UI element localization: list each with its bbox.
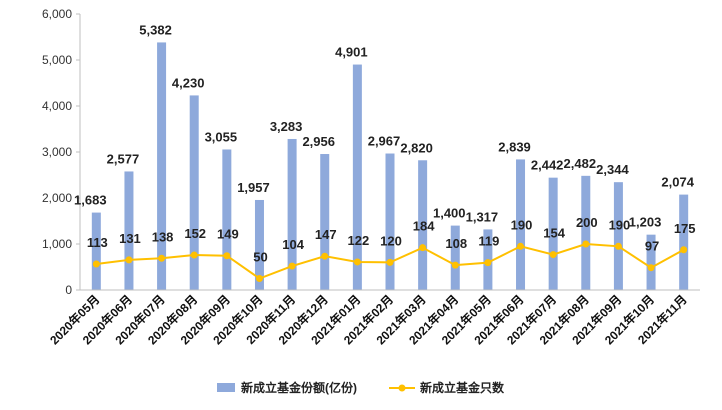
line-data-label: 154: [543, 226, 565, 241]
bar-data-labels: 1,683 2,577 5,382 4,230 3,055 1,957 3,2832,956…: [74, 22, 695, 229]
line-point: [614, 242, 622, 250]
line-data-label: 152: [184, 226, 206, 241]
bar: [581, 175, 591, 290]
bar-data-label: 4,901: [335, 45, 368, 60]
line-point: [223, 252, 231, 260]
line-data-label: 190: [511, 217, 533, 232]
line-data-label: 190: [609, 217, 631, 232]
line-point: [582, 240, 590, 248]
y-tick-label: 4,000: [42, 99, 72, 113]
bar: [418, 160, 428, 290]
bar-data-label: 2,820: [400, 140, 433, 155]
legend: 新成立基金份额(亿份) 新成立基金只数: [217, 380, 505, 395]
bar-data-label: 2,442: [531, 158, 564, 173]
line-data-label: 50: [253, 250, 267, 265]
line-point: [386, 258, 394, 266]
line-data-label: 113: [87, 235, 108, 250]
y-tick-label: 3,000: [42, 145, 72, 159]
line-data-label: 104: [282, 237, 304, 252]
line-data-label: 184: [413, 219, 435, 234]
line-data-label: 97: [645, 239, 659, 254]
bar: [450, 225, 460, 290]
bar: [287, 138, 297, 290]
bar-data-label: 2,344: [596, 162, 629, 177]
legend-bar-swatch: [217, 383, 235, 392]
bar-data-label: 1,400: [433, 206, 466, 221]
bar: [189, 95, 199, 290]
line-point: [484, 259, 492, 267]
bar-data-label: 1,203: [629, 215, 662, 230]
bar: [254, 199, 264, 290]
line-data-label: 147: [315, 227, 337, 242]
line-point: [92, 260, 100, 268]
bar: [91, 212, 101, 290]
line-point: [647, 264, 655, 272]
line-point: [353, 258, 361, 266]
line-data-labels: 113 131 138 152 149 50 104 147 122 120 184 108 119 19…: [87, 215, 696, 265]
bar-data-label: 2,839: [498, 139, 531, 154]
line-data-label: 175: [674, 221, 696, 236]
line-point: [125, 256, 133, 264]
bar: [613, 182, 623, 290]
bar: [548, 177, 558, 290]
bar: [222, 149, 232, 290]
line-data-label: 119: [478, 234, 499, 249]
line-data-label: 149: [217, 227, 239, 242]
bar: [516, 159, 526, 290]
line-data-label: 108: [445, 236, 467, 251]
bar-data-label: 3,055: [205, 129, 238, 144]
line-point: [190, 251, 198, 259]
bar: [385, 153, 395, 290]
line-point: [321, 252, 329, 260]
line-data-label: 120: [380, 233, 402, 248]
bar: [320, 154, 330, 290]
bar-data-label: 1,317: [466, 209, 499, 224]
y-tick-label: 1,000: [42, 237, 72, 251]
bar-data-label: 2,482: [564, 156, 597, 171]
bar-series: [91, 42, 689, 290]
bar-data-label: 2,956: [302, 134, 335, 149]
bar-data-label: 2,577: [107, 151, 140, 166]
line-point: [288, 262, 296, 270]
line-point: [255, 275, 263, 282]
bar-data-label: 2,967: [368, 134, 401, 149]
line-point: [158, 254, 166, 262]
line-data-label: 122: [348, 233, 370, 248]
y-tick-label: 2,000: [42, 191, 72, 205]
bar-data-label: 1,683: [74, 193, 107, 208]
bar-data-label: 3,283: [270, 119, 303, 134]
y-tick-label: 6,000: [42, 7, 72, 21]
y-axis: 0 1,000 2,000 3,000 4,000 5,000 6,000: [42, 7, 81, 297]
bar-data-label: 4,230: [172, 75, 205, 90]
bar-data-label: 1,957: [237, 180, 270, 195]
line-series: [92, 240, 688, 282]
legend-line-marker: [398, 384, 406, 392]
line-point: [451, 261, 459, 269]
bar: [352, 64, 362, 290]
line-data-label: 200: [576, 215, 598, 230]
bar: [679, 194, 689, 290]
bar: [124, 171, 134, 290]
line-point: [517, 242, 525, 250]
bar: [646, 234, 656, 290]
y-tick-label: 5,000: [42, 53, 72, 67]
bar-data-label: 2,074: [661, 175, 694, 190]
y-tick-label: 0: [65, 283, 72, 297]
bar: [157, 42, 167, 290]
line-point: [419, 244, 427, 252]
line-data-label: 138: [152, 229, 174, 244]
line-point: [549, 251, 557, 259]
line-point: [680, 246, 688, 254]
x-axis: 2020年05月2020年06月2020年07月2020年08月2020年09月…: [47, 289, 700, 347]
bar-data-label: 5,382: [139, 22, 172, 37]
legend-line-label: 新成立基金只数: [420, 380, 505, 395]
legend-bar-label: 新成立基金份额(亿份): [241, 380, 357, 395]
line-data-label: 131: [119, 231, 141, 246]
